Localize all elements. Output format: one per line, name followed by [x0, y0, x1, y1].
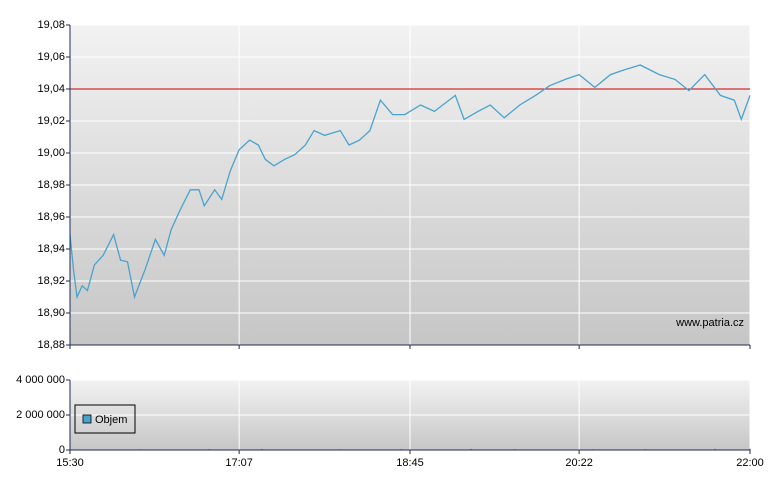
- watermark: www.patria.cz: [675, 317, 744, 329]
- legend-box: [74, 404, 136, 434]
- volume-bar: [714, 448, 717, 450]
- y-tick-label: 18,88: [37, 339, 65, 351]
- y-tick-label: 4 000 000: [16, 374, 65, 386]
- y-tick-label: 19,08: [37, 19, 65, 31]
- x-tick-label: 18:45: [396, 457, 424, 469]
- legend-swatch: [82, 414, 92, 424]
- x-tick-label: 22:00: [736, 457, 764, 469]
- y-tick-label: 2 000 000: [16, 409, 65, 421]
- legend: Objem: [74, 404, 136, 434]
- y-tick-label: 0: [59, 444, 65, 456]
- x-tick-label: 15:30: [56, 457, 84, 469]
- y-tick-label: 18,96: [37, 211, 65, 223]
- y-tick-label: 19,02: [37, 115, 65, 127]
- y-tick-label: 18,98: [37, 179, 65, 191]
- y-tick-label: 19,04: [37, 83, 65, 95]
- x-tick-label: 17:07: [225, 457, 253, 469]
- volume-bar: [470, 448, 473, 450]
- y-tick-label: 18,94: [37, 243, 65, 255]
- volume-bar: [260, 448, 263, 450]
- y-tick-label: 19,00: [37, 147, 65, 159]
- x-tick-label: 20:22: [565, 457, 593, 469]
- price-line: [69, 64, 751, 300]
- y-tick-label: 18,92: [37, 275, 65, 287]
- volume-bar: [749, 448, 751, 450]
- y-tick-label: 19,06: [37, 51, 65, 63]
- y-tick-label: 18,90: [37, 307, 65, 319]
- legend-label: Objem: [95, 414, 127, 426]
